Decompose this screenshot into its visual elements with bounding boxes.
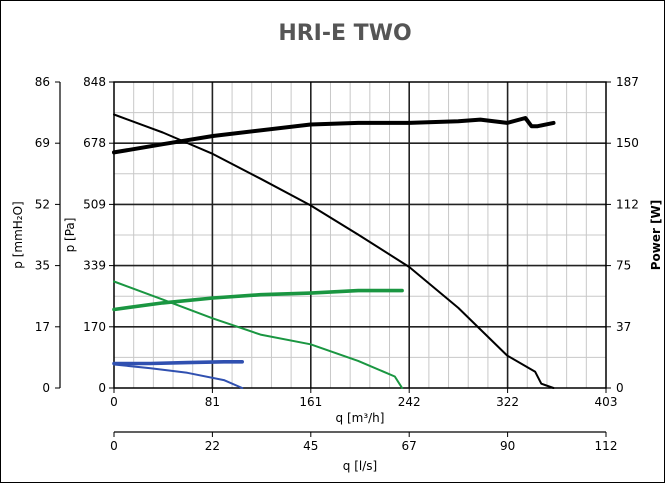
x-secondary-tick-label: 112 [595, 439, 618, 453]
x-secondary-axis-label: q [l/s] [343, 459, 377, 473]
y-mmh2o-tick-label: 52 [35, 197, 50, 211]
x-secondary-tick-label: 90 [500, 439, 515, 453]
y-mmh2o-tick-label: 17 [35, 320, 50, 334]
x-axis-label: q [m³/h] [336, 411, 385, 425]
y-pa-tick-label: 509 [83, 197, 106, 211]
pressure-curve-0 [113, 113, 555, 389]
x-tick-label: 403 [595, 395, 618, 409]
x-tick-label: 81 [205, 395, 220, 409]
y-pa-tick-label: 170 [83, 320, 106, 334]
y-pa-tick-label: 678 [83, 136, 106, 150]
curves [112, 113, 556, 389]
chart-title: HRI-E TWO [278, 21, 411, 46]
y-power-tick-label: 150 [616, 136, 639, 150]
y-mmh2o-tick-label: 35 [35, 259, 50, 273]
pressure-curve-4 [113, 363, 244, 389]
y-axis-label-power: Power [W] [649, 200, 663, 271]
y-pa-tick-label: 0 [98, 381, 106, 395]
x-tick-label: 0 [110, 395, 118, 409]
y-axis-label-mmh2o: p [mmH₂O] [11, 201, 25, 268]
y-pa-tick-label: 339 [83, 259, 106, 273]
x-secondary-tick-label: 22 [205, 439, 220, 453]
y-power-tick-label: 187 [616, 75, 639, 89]
plot-frame [113, 81, 607, 389]
x-secondary-tick-label: 45 [303, 439, 318, 453]
y-mmh2o-tick-label: 69 [35, 136, 50, 150]
y-pa-tick-label: 848 [83, 75, 106, 89]
x-tick-label: 322 [496, 395, 519, 409]
x-secondary-tick-label: 0 [110, 439, 118, 453]
y-power-tick-label: 0 [616, 381, 624, 395]
y-mmh2o-tick-label: 0 [42, 381, 50, 395]
y-power-tick-label: 112 [616, 197, 639, 211]
y-mmh2o-tick-label: 86 [35, 75, 50, 89]
power-curve-5 [112, 359, 244, 366]
y-power-tick-label: 37 [616, 320, 631, 334]
x-tick-label: 161 [299, 395, 322, 409]
power-curve-3 [112, 288, 404, 312]
y-power-tick-label: 75 [616, 259, 631, 273]
y-axis-label-pa: p [Pa] [63, 218, 77, 253]
x-tick-label: 242 [398, 395, 421, 409]
x-secondary-tick-label: 67 [402, 439, 417, 453]
power-curve-1 [112, 116, 556, 155]
